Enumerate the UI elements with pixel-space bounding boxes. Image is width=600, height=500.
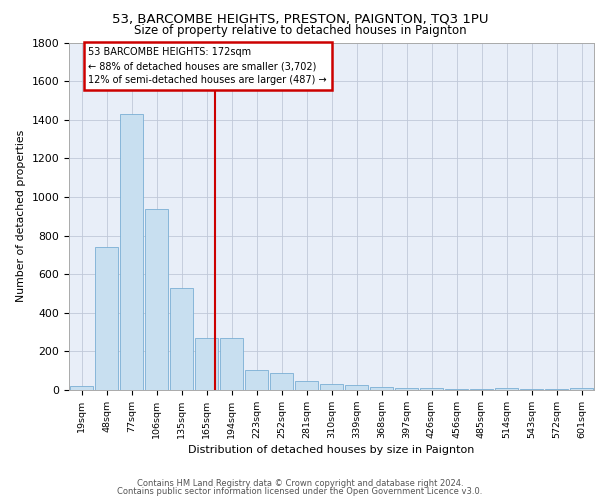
Text: 53 BARCOMBE HEIGHTS: 172sqm
← 88% of detached houses are smaller (3,702)
12% of : 53 BARCOMBE HEIGHTS: 172sqm ← 88% of det… <box>89 48 327 86</box>
Bar <box>270 372 293 390</box>
Bar <box>120 114 143 390</box>
Bar <box>395 388 418 390</box>
Bar <box>570 388 593 390</box>
Bar <box>170 288 193 390</box>
X-axis label: Distribution of detached houses by size in Paignton: Distribution of detached houses by size … <box>188 445 475 455</box>
Bar <box>295 380 318 390</box>
Bar <box>245 370 268 390</box>
Bar <box>95 247 118 390</box>
Bar <box>320 384 343 390</box>
Bar <box>220 338 243 390</box>
Bar <box>70 386 93 390</box>
Bar <box>145 208 168 390</box>
Bar <box>445 389 468 390</box>
Bar <box>195 338 218 390</box>
Bar <box>470 389 493 390</box>
Text: Contains HM Land Registry data © Crown copyright and database right 2024.: Contains HM Land Registry data © Crown c… <box>137 478 463 488</box>
Bar <box>345 385 368 390</box>
Y-axis label: Number of detached properties: Number of detached properties <box>16 130 26 302</box>
Bar <box>520 389 543 390</box>
Text: 53, BARCOMBE HEIGHTS, PRESTON, PAIGNTON, TQ3 1PU: 53, BARCOMBE HEIGHTS, PRESTON, PAIGNTON,… <box>112 12 488 26</box>
Text: Contains public sector information licensed under the Open Government Licence v3: Contains public sector information licen… <box>118 487 482 496</box>
Bar <box>420 388 443 390</box>
Bar <box>370 387 393 390</box>
Text: Size of property relative to detached houses in Paignton: Size of property relative to detached ho… <box>134 24 466 37</box>
Bar <box>495 388 518 390</box>
